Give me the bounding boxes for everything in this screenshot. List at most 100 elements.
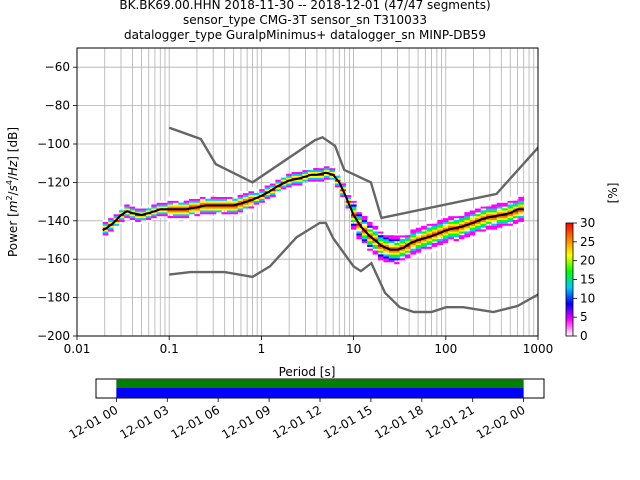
psd-cell: [307, 177, 314, 180]
psd-cell: [485, 221, 492, 224]
psd-cell: [448, 233, 454, 236]
psd-cell: [232, 192, 238, 196]
psd-cell: [221, 194, 228, 197]
psd-cell: [199, 208, 206, 211]
psd-cell: [151, 217, 157, 221]
psd-cell: [216, 216, 222, 219]
psd-cell: [464, 219, 471, 222]
psd-cell: [156, 214, 163, 217]
psd-cell: [221, 212, 228, 215]
psd-cell: [118, 219, 125, 222]
psd-cell: [442, 233, 449, 236]
y-axis-label-part: ] [dB]: [6, 127, 20, 161]
psd-cell: [469, 237, 476, 240]
nlnm-model-line: [169, 221, 538, 314]
psd-cell: [431, 237, 438, 240]
psd-cell: [448, 223, 454, 226]
psd-cell: [372, 225, 379, 228]
psd-cell: [253, 189, 260, 192]
psd-cell: [496, 202, 503, 205]
psd-cell: [286, 175, 292, 178]
psd-cell: [221, 208, 228, 211]
psd-cell: [367, 225, 373, 228]
psd-cell: [388, 231, 395, 234]
psd-cell: [205, 194, 211, 197]
psd-cell: [496, 229, 503, 232]
psd-cell: [410, 225, 417, 228]
x-tick-label: 100: [434, 342, 457, 356]
psd-cell: [442, 221, 449, 224]
psd-cell: [118, 212, 125, 215]
psd-cell: [210, 206, 217, 209]
psd-cell: [178, 212, 184, 215]
psd-cell: [302, 177, 309, 180]
psd-cell: [318, 168, 325, 171]
psd-cell: [404, 235, 411, 238]
psd-cell: [475, 223, 481, 226]
psd-cell: [426, 239, 433, 242]
psd-cell: [367, 250, 373, 253]
psd-cell: [199, 210, 206, 213]
psd-cell: [248, 210, 255, 213]
psd-cell: [302, 171, 309, 174]
plot-background: [77, 48, 538, 336]
psd-cell: [178, 217, 184, 221]
psd-cell: [221, 214, 228, 217]
psd-cell: [458, 237, 465, 240]
psd-cell: [437, 219, 444, 222]
psd-cell: [480, 231, 487, 234]
psd-cell: [442, 231, 449, 234]
psd-cell: [140, 210, 147, 213]
psd-cell: [178, 206, 184, 209]
psd-cell: [172, 210, 179, 213]
psd-cell: [172, 214, 179, 217]
psd-cell: [226, 194, 233, 197]
psd-cell: [280, 177, 287, 180]
psd-cell: [350, 223, 357, 226]
x-tick-label: 1: [258, 342, 266, 356]
psd-cell: [226, 202, 233, 205]
y-axis-label-part: 2: [5, 195, 14, 200]
psd-cell: [431, 229, 438, 232]
psd-cell: [464, 237, 471, 240]
psd-cell: [124, 204, 130, 207]
psd-cell: [226, 216, 233, 219]
psd-cell: [226, 208, 233, 211]
psd-cell: [404, 246, 411, 249]
psd-cell: [156, 204, 163, 207]
psd-cell: [458, 210, 465, 213]
psd-cell: [313, 177, 319, 180]
psd-cell: [394, 237, 400, 240]
psd-cell: [162, 210, 168, 213]
psd-cell: [253, 192, 260, 196]
psd-cell: [226, 206, 233, 209]
psd-cell: [361, 246, 368, 249]
psd-cell: [361, 235, 368, 238]
psd-cell: [156, 206, 163, 209]
psd-cell: [437, 216, 444, 219]
psd-cell: [151, 214, 157, 217]
psd-cell: [334, 171, 341, 174]
psd-cell: [356, 233, 363, 236]
y-axis-label-part: Hz: [6, 160, 20, 176]
psd-cell: [205, 192, 211, 196]
y-tick-label: −60: [45, 60, 70, 74]
psd-cell: [394, 265, 400, 269]
psd-cell: [377, 258, 384, 261]
psd-cell: [507, 216, 514, 219]
psd-cell: [437, 233, 444, 236]
psd-cell: [297, 175, 303, 178]
psd-cell: [237, 194, 244, 197]
psd-cell: [286, 181, 292, 184]
psd-cell: [453, 239, 460, 242]
psd-cell: [145, 214, 152, 217]
psd-cell: [502, 227, 508, 230]
psd-cell: [458, 212, 465, 215]
psd-cell: [156, 202, 163, 205]
psd-cell: [226, 192, 233, 196]
psd-cell: [480, 210, 487, 213]
psd-cell: [431, 227, 438, 230]
psd-cell: [118, 206, 125, 209]
psd-cell: [377, 246, 384, 249]
psd-cell: [350, 198, 357, 201]
